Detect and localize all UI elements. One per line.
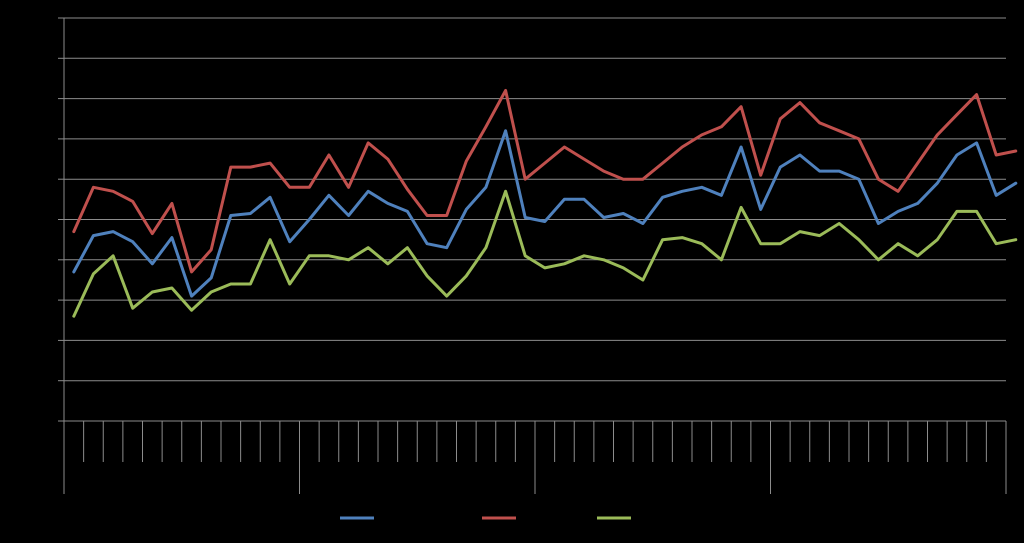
series-lines [72,89,1018,318]
series-line-1 [72,129,1018,298]
series-line-2 [72,89,1018,274]
axes [58,17,1007,494]
series-line-3 [72,189,1018,318]
